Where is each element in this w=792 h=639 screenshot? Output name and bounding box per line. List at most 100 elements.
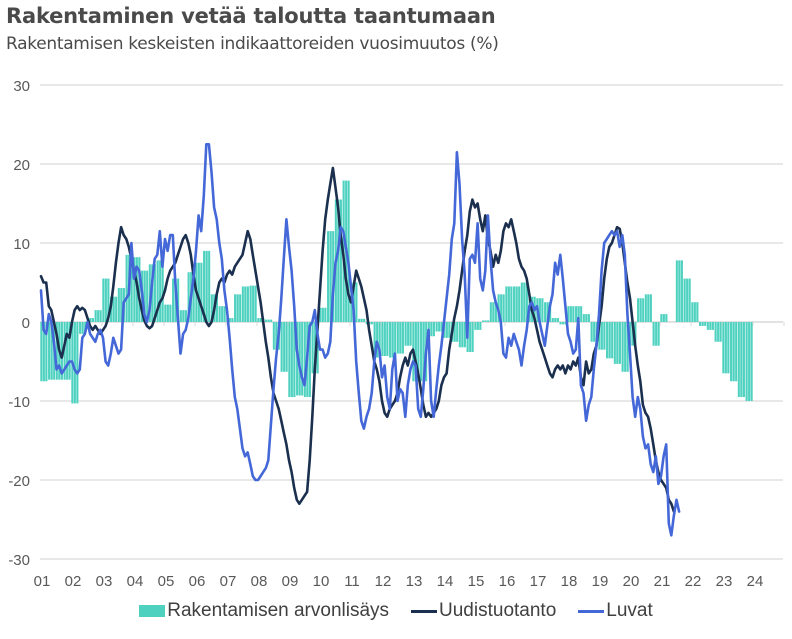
- x-tick-label: 08: [251, 573, 268, 590]
- bar: [699, 322, 707, 326]
- bar: [203, 250, 211, 322]
- x-tick-label: 18: [561, 573, 578, 590]
- x-tick-label: 20: [623, 573, 640, 590]
- x-tick-label: 23: [716, 573, 733, 590]
- bar: [451, 322, 459, 342]
- bar: [179, 310, 187, 322]
- bar: [482, 320, 490, 322]
- uudistuotanto-line: [39, 166, 676, 513]
- x-tick-label: 24: [747, 573, 764, 590]
- legend: Rakentamisen arvonlisäys Uudistuotanto L…: [0, 600, 792, 622]
- legend-swatch-line: [411, 609, 438, 613]
- bar: [63, 322, 71, 380]
- chart-title: Rakentaminen vetää taloutta taantumaan: [6, 4, 496, 28]
- x-tick-label: 14: [437, 573, 454, 590]
- bar: [102, 278, 110, 322]
- bar: [412, 322, 420, 382]
- x-tick-label: 03: [96, 573, 113, 590]
- x-tick-label: 05: [158, 573, 175, 590]
- x-tick-label: 13: [406, 573, 423, 590]
- bar: [226, 318, 234, 322]
- x-tick-label: 02: [65, 573, 82, 590]
- bar: [613, 322, 621, 364]
- bar: [265, 319, 273, 322]
- x-tick-label: 17: [530, 573, 547, 590]
- bar: [745, 322, 753, 401]
- bar: [590, 322, 598, 342]
- y-tick-label: -10: [8, 394, 30, 411]
- x-tick-label: 01: [34, 573, 51, 590]
- bar: [505, 286, 513, 322]
- legend-swatch-bar: [139, 605, 166, 617]
- bar: [234, 294, 242, 322]
- bar: [637, 298, 645, 322]
- bar: [567, 306, 575, 322]
- bar: [621, 322, 629, 372]
- bar: [195, 262, 203, 322]
- x-tick-label: 19: [592, 573, 609, 590]
- bar: [280, 322, 288, 372]
- bar: [582, 314, 590, 322]
- x-tick-label: 09: [282, 573, 299, 590]
- bar: [722, 322, 730, 374]
- bar: [435, 322, 443, 332]
- bar: [606, 322, 614, 359]
- bar: [544, 302, 552, 322]
- bar: [559, 322, 567, 325]
- legend-item-luvat: Luvat: [578, 600, 653, 622]
- bar: [489, 302, 497, 322]
- bar: [652, 322, 660, 346]
- bar: [443, 322, 451, 338]
- bar: [86, 318, 94, 322]
- bar: [141, 270, 149, 322]
- bar: [497, 294, 505, 322]
- bar: [381, 322, 389, 356]
- y-tick-label: -30: [8, 552, 30, 569]
- x-tick-label: 10: [313, 573, 330, 590]
- legend-label: Rakentamisen arvonlisäys: [167, 600, 390, 621]
- x-tick-label: 21: [654, 573, 671, 590]
- legend-swatch-line: [578, 609, 605, 613]
- x-tick-label: 06: [189, 573, 206, 590]
- bar: [536, 298, 544, 322]
- bar: [598, 322, 606, 350]
- bar: [551, 318, 559, 322]
- bar: [706, 322, 714, 330]
- bar: [40, 322, 48, 382]
- legend-label: Uudistuotanto: [439, 600, 557, 621]
- bar: [272, 322, 280, 350]
- bar: [675, 260, 683, 322]
- bar: [575, 306, 583, 322]
- bar: [71, 322, 79, 404]
- y-tick-label: 20: [13, 157, 30, 174]
- bar: [458, 322, 466, 348]
- bar: [373, 322, 381, 358]
- legend-label: Luvat: [606, 600, 653, 621]
- bar: [714, 322, 722, 342]
- chart-subtitle: Rakentamisen keskeisten indikaattoreiden…: [6, 34, 499, 54]
- bar: [296, 322, 304, 396]
- bar: [164, 304, 172, 322]
- bar: [218, 306, 226, 322]
- bar: [520, 282, 528, 322]
- bar: [683, 278, 691, 322]
- bar: [474, 322, 482, 330]
- bar: [396, 322, 404, 354]
- bar: [427, 322, 435, 337]
- bar: [241, 286, 249, 322]
- bar: [257, 318, 265, 322]
- bar: [48, 322, 56, 380]
- x-tick-label: 12: [375, 573, 392, 590]
- bar: [404, 322, 412, 346]
- x-tick-label: 15: [468, 573, 485, 590]
- bar: [660, 314, 668, 322]
- x-tick-label: 07: [220, 573, 237, 590]
- bar: [644, 294, 652, 322]
- bar: [358, 318, 366, 322]
- bar: [420, 322, 428, 382]
- bar: [691, 302, 699, 322]
- bar: [730, 322, 738, 382]
- bar: [466, 322, 474, 353]
- x-tick-label: 22: [685, 573, 702, 590]
